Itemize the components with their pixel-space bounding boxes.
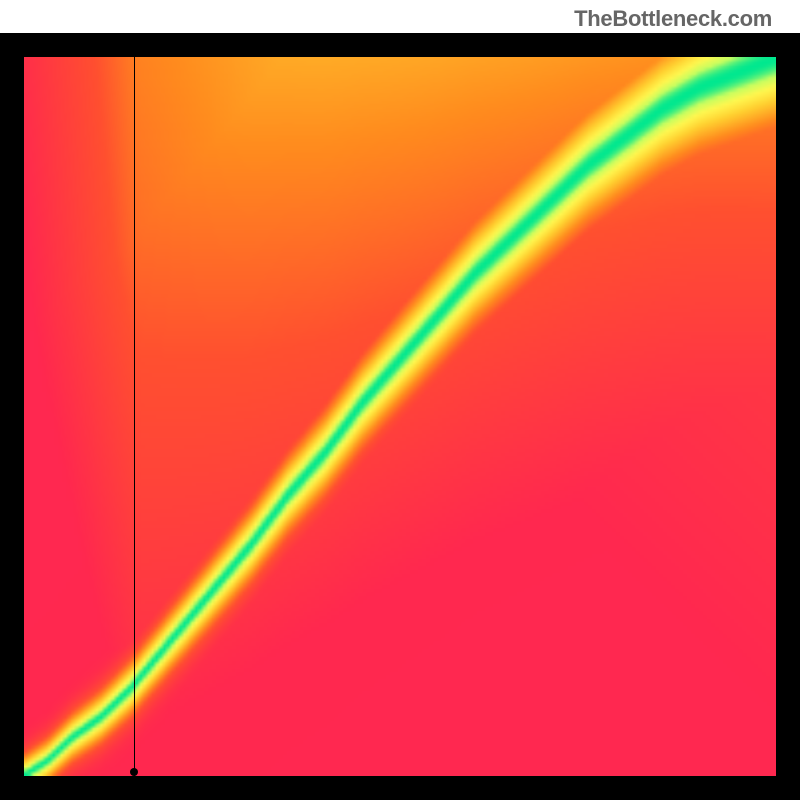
heatmap-canvas — [24, 57, 776, 776]
heatmap-plot — [24, 57, 776, 776]
crosshair-vertical-line — [134, 57, 135, 776]
watermark-text: TheBottleneck.com — [574, 6, 772, 32]
crosshair-marker-dot — [130, 768, 138, 776]
